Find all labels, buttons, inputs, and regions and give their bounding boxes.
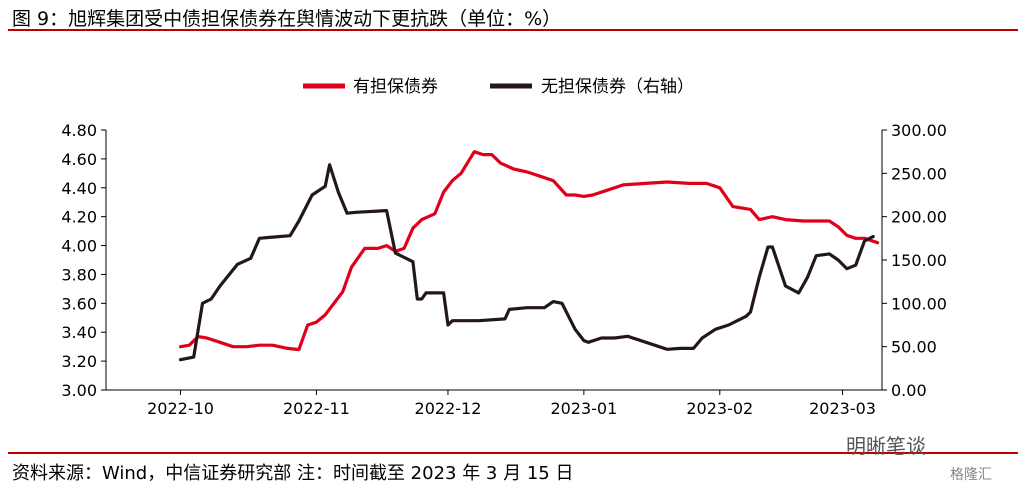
x-tick-label: 2022-10: [147, 399, 214, 418]
y-left-tick-label: 4.40: [61, 179, 97, 198]
y-left-tick-label: 4.00: [61, 237, 97, 256]
series-guaranteed-line: [178, 150, 880, 352]
watermark-2: 格隆汇: [950, 467, 992, 483]
y-right-tick-label: 300.00: [891, 121, 947, 140]
y-left-tick-label: 3.80: [61, 265, 97, 284]
x-tick-label: 2023-02: [686, 399, 753, 418]
y-right-tick-label: 250.00: [891, 164, 947, 183]
y-left-tick-label: 3.20: [61, 352, 97, 371]
figure-title: 图 9：旭辉集团受中债担保债券在舆情波动下更抗跌（单位：%）: [12, 8, 562, 30]
x-tick-label: 2022-12: [415, 399, 482, 418]
chart-axes: 3.00 3.20 3.40 3.60 3.80 4.00 4.20 4.40 4.60 4.80…: [61, 121, 947, 418]
title-rule: [8, 29, 1018, 31]
y-right-tick-label: 50.00: [891, 338, 937, 357]
y-left-tick-label: 4.80: [61, 121, 97, 140]
y-left-tick-label: 4.60: [61, 150, 97, 169]
x-tick-label: 2023-03: [809, 399, 876, 418]
y-left-tick-label: 3.00: [61, 381, 97, 400]
y-left-tick-label: 4.20: [61, 208, 97, 227]
chart-lines: [178, 150, 880, 362]
watermark: 明晰笔谈: [846, 434, 926, 458]
y-right-tick-label: 0.00: [891, 381, 927, 400]
x-tick-label: 2022-11: [283, 399, 350, 418]
y-left-tick-label: 3.40: [61, 323, 97, 342]
x-tick-label: 2023-01: [550, 399, 617, 418]
y-right-tick-label: 200.00: [891, 208, 947, 227]
source-rule: [8, 452, 1018, 454]
legend-label-guaranteed: 有担保债券: [353, 77, 438, 97]
y-right-tick-label: 100.00: [891, 294, 947, 313]
y-left-tick-label: 3.60: [61, 294, 97, 313]
series-unguaranteed-line: [178, 163, 875, 362]
source-note: 资料来源：Wind，中信证券研究部 注：时间截至 2023 年 3 月 15 日: [12, 463, 574, 484]
legend-label-unguaranteed: 无担保债券（右轴）: [541, 77, 694, 97]
y-right-tick-label: 150.00: [891, 251, 947, 270]
chart-legend: 有担保债券 无担保债券（右轴）: [303, 77, 694, 97]
